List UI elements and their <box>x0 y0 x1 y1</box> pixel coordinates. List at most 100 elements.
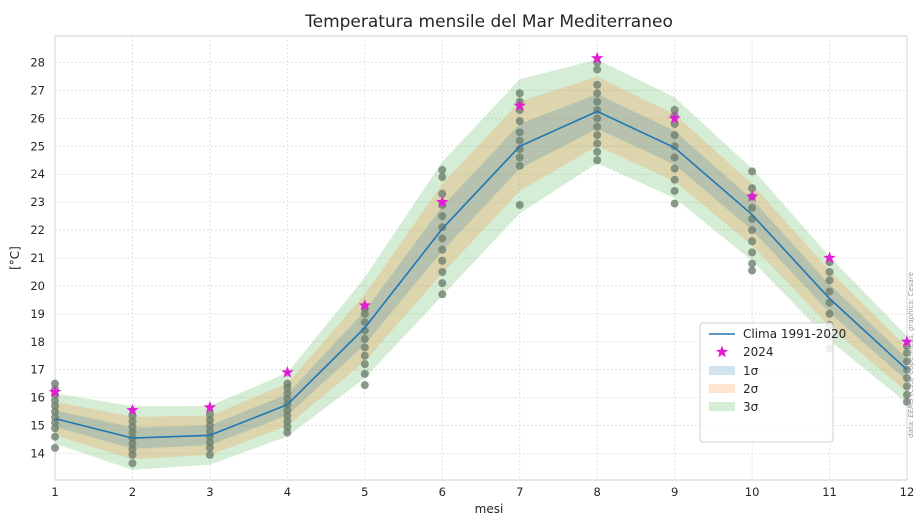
historical-point <box>593 156 602 165</box>
historical-point <box>593 97 602 106</box>
y-tick-label: 25 <box>30 139 45 153</box>
y-tick-label: 20 <box>30 279 45 293</box>
historical-point <box>748 248 757 257</box>
y-tick-label: 26 <box>30 111 45 125</box>
x-tick-label: 9 <box>671 485 678 499</box>
historical-point <box>748 184 757 193</box>
year-2024-point <box>436 195 449 208</box>
historical-point <box>438 173 447 182</box>
historical-point <box>128 445 137 454</box>
historical-point <box>205 450 214 459</box>
historical-point <box>438 290 447 299</box>
band-2sigma <box>55 76 907 460</box>
historical-point <box>438 279 447 288</box>
historical-point <box>593 122 602 131</box>
year-2024-point <box>591 51 604 64</box>
historical-point <box>128 422 137 431</box>
historical-point <box>283 417 292 426</box>
legend-clima: Clima 1991-2020 <box>743 327 846 341</box>
x-tick-label: 2 <box>129 485 136 499</box>
year-2024-point <box>126 403 139 416</box>
historical-point <box>438 212 447 221</box>
historical-point <box>515 200 524 209</box>
historical-point <box>515 161 524 170</box>
y-tick-label: 23 <box>30 195 45 209</box>
historical-point <box>748 266 757 275</box>
y-tick-label: 21 <box>30 251 45 265</box>
year-2024-point <box>745 190 759 202</box>
historical-point <box>283 395 292 404</box>
credit-text: data: EEMS (C3S) Copernicus, graphics: C… <box>907 272 915 438</box>
x-tick-label: 5 <box>361 485 368 499</box>
y-tick-label: 15 <box>30 419 45 433</box>
historical-point <box>360 369 369 378</box>
historical-point <box>903 382 911 391</box>
historical-point <box>205 410 214 419</box>
year-2024-point <box>513 99 526 112</box>
historical-point <box>128 439 137 448</box>
historical-point <box>438 256 447 265</box>
historical-point <box>670 175 679 184</box>
historical-point <box>748 226 757 235</box>
legend-star-swatch <box>715 345 729 358</box>
historical-point <box>903 374 911 383</box>
historical-point <box>593 65 602 74</box>
historical-point <box>51 443 59 452</box>
historical-point <box>593 80 602 89</box>
historical-point <box>360 343 369 352</box>
year-2024-point <box>203 400 217 413</box>
historical-point <box>283 389 292 398</box>
historical-point <box>593 89 602 98</box>
historical-point <box>515 128 524 137</box>
historical-point <box>128 450 137 459</box>
chart-title: Temperatura mensile del Mar Mediterraneo <box>304 12 673 32</box>
y-tick-label: 24 <box>30 167 45 181</box>
historical-point <box>825 276 834 285</box>
historical-point <box>903 397 911 406</box>
historical-point <box>51 424 59 433</box>
historical-point <box>51 396 59 405</box>
historical-point <box>205 421 214 430</box>
y-tick-label: 16 <box>30 391 45 405</box>
climatology-series <box>54 110 908 439</box>
historical-point <box>670 164 679 173</box>
historical-point <box>205 443 214 452</box>
historical-point <box>438 166 447 175</box>
y-tick-label: 22 <box>30 223 45 237</box>
y-tick-label: 18 <box>30 335 45 349</box>
legend-star-icon <box>715 345 729 358</box>
sigma-bands <box>55 59 907 470</box>
historical-point <box>748 203 757 212</box>
y-tick-label: 19 <box>30 307 45 321</box>
y-tick-label: 28 <box>30 56 45 70</box>
historical-point <box>515 153 524 162</box>
historical-point <box>128 417 137 426</box>
year-2024-point <box>900 335 914 347</box>
x-axis-label: mesi <box>475 502 504 516</box>
historical-point <box>670 142 679 151</box>
historical-point <box>360 309 369 318</box>
historical-point <box>360 381 369 390</box>
historical-point <box>205 415 214 424</box>
x-tick-label: 8 <box>594 485 601 499</box>
historical-point <box>128 459 137 468</box>
historical-point <box>283 379 292 388</box>
x-tick-label: 11 <box>822 485 837 499</box>
x-tick-label: 1 <box>51 485 58 499</box>
historical-point <box>670 186 679 195</box>
historical-point <box>903 390 911 399</box>
historical-point <box>670 153 679 162</box>
historical-point <box>670 131 679 140</box>
historical-point <box>670 199 679 208</box>
historical-point <box>515 89 524 98</box>
historical-point <box>903 357 911 366</box>
historical-point <box>438 245 447 254</box>
historical-point <box>51 407 59 416</box>
historical-point <box>51 432 59 441</box>
historical-point <box>825 267 834 276</box>
y-axis-label: [°C] <box>8 246 22 270</box>
historical-point <box>515 136 524 145</box>
historical-point <box>438 267 447 276</box>
historical-point <box>438 223 447 232</box>
